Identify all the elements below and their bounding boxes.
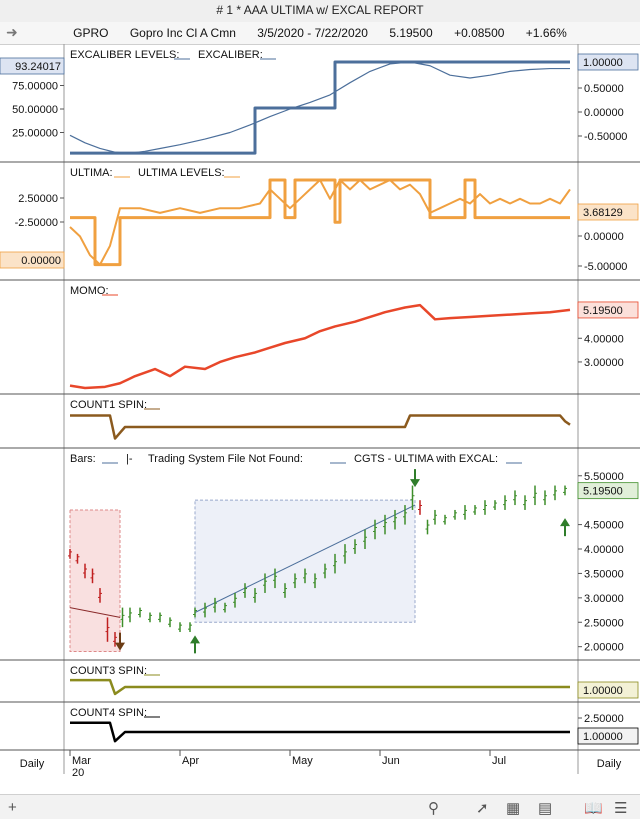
right-value-badge [577,727,639,745]
series-line-count3-spin [70,678,570,696]
legend-label: MOMO: [70,285,109,297]
right-tick-label: 0.50000 [584,83,624,95]
legend-label: CGTS - ULTIMA with EXCAL: [354,453,498,465]
trendline-red [69,607,121,618]
right-tick-label: -0.50000 [584,131,627,143]
right-arrow-icon[interactable]: ➜ [6,24,18,40]
right-tick-label: 4.50000 [584,520,624,532]
date-label: Apr [182,755,199,767]
right-value-badge [577,482,639,500]
percent-change: +1.66% [525,26,567,40]
right-tick-label: 4.00000 [584,333,624,345]
chart-area[interactable]: EXCALIBER LEVELS: EXCALIBER: 0.50000 0.0000… [0,44,640,794]
panel-icon[interactable]: ▤ [538,800,553,817]
right-value-badge-text: 1.00000 [583,685,623,697]
series-line-excaliber [69,61,570,154]
legend-label: EXCALIBER LEVELS: [70,49,179,61]
legend-label: ULTIMA: [70,167,113,179]
series-line-excaliber-levels [70,60,570,155]
signal-arrow-head [560,518,570,527]
right-value-badge-text: 5.19500 [583,486,623,498]
book-icon[interactable]: 📖 [584,800,603,817]
symbol: GPRO [73,26,109,40]
price-change: +0.08500 [454,26,505,40]
right-tick-label: 5.50000 [584,471,624,483]
date-label: May [292,755,313,767]
date-label: Jul [492,755,506,767]
legend-label: COUNT4 SPIN: [70,707,147,719]
right-value-badge [577,681,639,699]
legend-label: EXCALIBER: [198,49,263,61]
legend-label: ULTIMA LEVELS: [138,167,225,179]
series-line-count1-spin [70,414,571,440]
right-tick-label: 3.00000 [584,593,624,605]
left-value-badge [0,251,65,269]
signal-arrow-head [190,635,200,644]
left-value-badge [0,57,65,75]
right-tick-label: 2.50000 [584,713,624,725]
right-value-badge [577,301,639,319]
right-tick-label: 2.50000 [584,617,624,629]
menu-icon[interactable]: ☰ [614,800,628,817]
plus-icon[interactable]: + [8,799,17,816]
legend-label: Bars: [70,453,96,465]
legend-label: |- [126,453,133,465]
left-tick-label: 75.00000 [12,81,58,93]
search-icon[interactable]: ⚲ [428,800,439,817]
last-price: 5.19500 [389,26,433,40]
window-title: # 1 * AAA ULTIMA w/ EXCAL REPORT [216,3,424,17]
series-line-ultima-levels [70,178,570,267]
trendline-blue [194,504,416,613]
legend-label: COUNT3 SPIN: [70,665,147,677]
right-value-badge [577,203,639,221]
right-tick-label: 0.00000 [584,107,624,119]
zone-red [69,509,121,653]
left-tick-label: 2.50000 [18,193,58,205]
series-line-count4-spin [70,721,570,743]
right-value-badge-text: 1.00000 [583,57,623,69]
series-line-momo [69,303,571,390]
right-tick-label: -5.00000 [584,261,627,273]
left-tick-label: 50.00000 [12,104,58,116]
legend-label: Trading System File Not Found: [148,453,303,465]
date-label: Jun [382,755,400,767]
right-value-badge-text: 1.00000 [583,731,623,743]
left-value-badge-text: 93.24017 [15,61,61,73]
signal-arrow-head [115,642,125,651]
bottom-toolbar: + ⚲ ➚ ▦ ▤ 📖 ☰ [0,794,640,819]
right-value-badge-text: 3.68129 [583,207,623,219]
series-line-ultima [69,179,571,266]
symbol-info-bar: ➜ GPRO Gopro Inc Cl A Cmn 3/5/2020 - 7/2… [0,22,640,45]
right-value-badge [577,53,639,71]
right-tick-label: 3.00000 [584,357,624,369]
company-name: Gopro Inc Cl A Cmn [129,26,236,40]
right-value-badge-text: 5.19500 [583,305,623,317]
trend-line-icon[interactable]: ➚ [476,800,489,817]
timeframe-label-left: Daily [20,758,45,770]
left-tick-label: -2.50000 [15,217,58,229]
right-tick-label: 2.00000 [584,642,624,654]
right-tick-label: 3.50000 [584,568,624,580]
timeframe-label-right: Daily [597,758,622,770]
date-sublabel: 20 [72,767,84,779]
grid-icon[interactable]: ▦ [506,800,521,817]
date-range: 3/5/2020 - 7/22/2020 [257,26,368,40]
date-label: Mar [72,755,91,767]
left-tick-label: 25.00000 [12,128,58,140]
zone-blue [194,499,416,623]
signal-arrow-head [410,479,420,488]
legend-label: COUNT1 SPIN: [70,399,147,411]
right-tick-label: 4.00000 [584,544,624,556]
right-tick-label: 0.00000 [584,231,624,243]
left-value-badge-text: 0.00000 [21,255,61,267]
window-title-bar: # 1 * AAA ULTIMA w/ EXCAL REPORT [0,0,640,23]
